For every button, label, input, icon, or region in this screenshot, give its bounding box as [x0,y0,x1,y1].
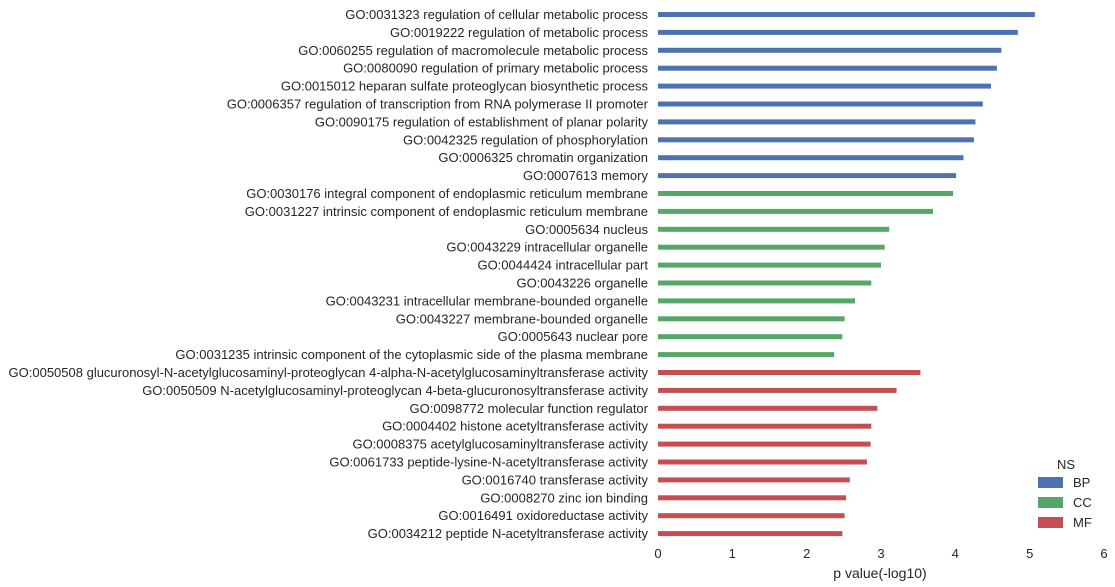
x-axis-title: p value(-log10) [833,565,926,581]
bar-26 [658,459,867,465]
legend-label-bp: BP [1073,475,1090,490]
legend-title: NS [1057,457,1075,472]
category-label-26: GO:0061733 peptide-lysine-N-acetyltransf… [329,455,648,470]
bar-8 [658,137,974,143]
bars-group [658,12,1035,537]
bar-14 [658,244,885,250]
bar-27 [658,477,850,483]
bar-16 [658,280,872,286]
category-label-24: GO:0004402 histone acetyltransferase act… [382,419,648,434]
x-tick-2: 2 [803,546,810,561]
x-tick-4: 4 [952,546,959,561]
category-label-9: GO:0006325 chromatin organization [438,150,648,165]
category-label-21: GO:0050508 glucuronosyl-N-acetylglucosam… [9,365,649,380]
bar-3 [658,47,1002,53]
category-labels-group: GO:0031323 regulation of cellular metabo… [9,7,649,541]
category-label-14: GO:0043229 intracellular organelle [446,240,648,255]
x-tick-3: 3 [877,546,884,561]
bar-13 [658,226,890,232]
bar-20 [658,352,835,358]
bar-30 [658,531,843,537]
x-tick-6: 6 [1100,546,1107,561]
category-label-6: GO:0006357 regulation of transcription f… [227,97,649,112]
bar-19 [658,334,843,340]
category-label-19: GO:0005643 nuclear pore [498,329,648,344]
category-label-7: GO:0090175 regulation of establishment o… [315,114,649,129]
bar-29 [658,513,845,519]
category-label-8: GO:0042325 regulation of phosphorylation [403,132,648,147]
category-label-10: GO:0007613 memory [523,168,649,183]
category-label-12: GO:0031227 intrinsic component of endopl… [245,204,648,219]
bar-22 [658,387,897,393]
bar-1 [658,12,1035,17]
category-label-3: GO:0060255 regulation of macromolecule m… [298,43,648,58]
x-axis-ticks-group: 0 1 2 3 4 5 6 [654,546,1107,561]
category-label-1: GO:0031323 regulation of cellular metabo… [345,7,648,22]
category-label-22: GO:0050509 N-acetylglucosaminyl-proteogl… [142,383,648,398]
category-label-20: GO:0031235 intrinsic component of the cy… [175,347,648,362]
bar-23 [658,405,878,411]
bar-10 [658,173,957,179]
x-tick-0: 0 [654,546,661,561]
category-label-17: GO:0043231 intracellular membrane-bounde… [326,293,648,308]
category-label-18: GO:0043227 membrane-bounded organelle [396,311,648,326]
category-label-30: GO:0034212 peptide N-acetyltransferase a… [368,526,649,541]
category-label-13: GO:0005634 nucleus [525,222,648,237]
bar-15 [658,262,881,268]
category-label-15: GO:0044424 intracellular part [477,258,648,273]
category-label-5: GO:0015012 heparan sulfate proteoglycan … [281,79,649,94]
legend-label-cc: CC [1073,495,1092,510]
legend-label-mf: MF [1073,515,1092,530]
legend-swatch-mf [1038,517,1063,528]
legend-swatch-cc [1038,497,1063,508]
category-label-11: GO:0030176 integral component of endopla… [246,186,648,201]
bar-12 [658,208,933,214]
category-label-23: GO:0098772 molecular function regulator [410,401,649,416]
category-label-4: GO:0080090 regulation of primary metabol… [343,61,648,76]
x-tick-5: 5 [1026,546,1033,561]
bar-5 [658,83,991,89]
bar-18 [658,316,845,322]
bar-7 [658,119,976,125]
bar-25 [658,441,871,447]
category-label-16: GO:0043226 organelle [516,276,648,291]
x-tick-1: 1 [729,546,736,561]
legend: NS BP CC MF [1038,457,1092,530]
bar-4 [658,65,997,71]
bar-21 [658,370,921,375]
bar-17 [658,298,855,304]
bar-2 [658,29,1018,35]
bar-24 [658,423,872,429]
category-label-27: GO:0016740 transferase activity [462,472,649,487]
category-label-29: GO:0016491 oxidoreductase activity [438,508,648,523]
legend-swatch-bp [1038,477,1063,488]
category-label-2: GO:0019222 regulation of metabolic proce… [390,25,648,40]
bar-11 [658,191,954,196]
bar-9 [658,155,964,161]
bar-28 [658,495,847,501]
category-label-28: GO:0008270 zinc ion binding [480,490,648,505]
bar-6 [658,101,983,107]
category-label-25: GO:0008375 acetylglucosaminyltransferase… [352,437,648,452]
